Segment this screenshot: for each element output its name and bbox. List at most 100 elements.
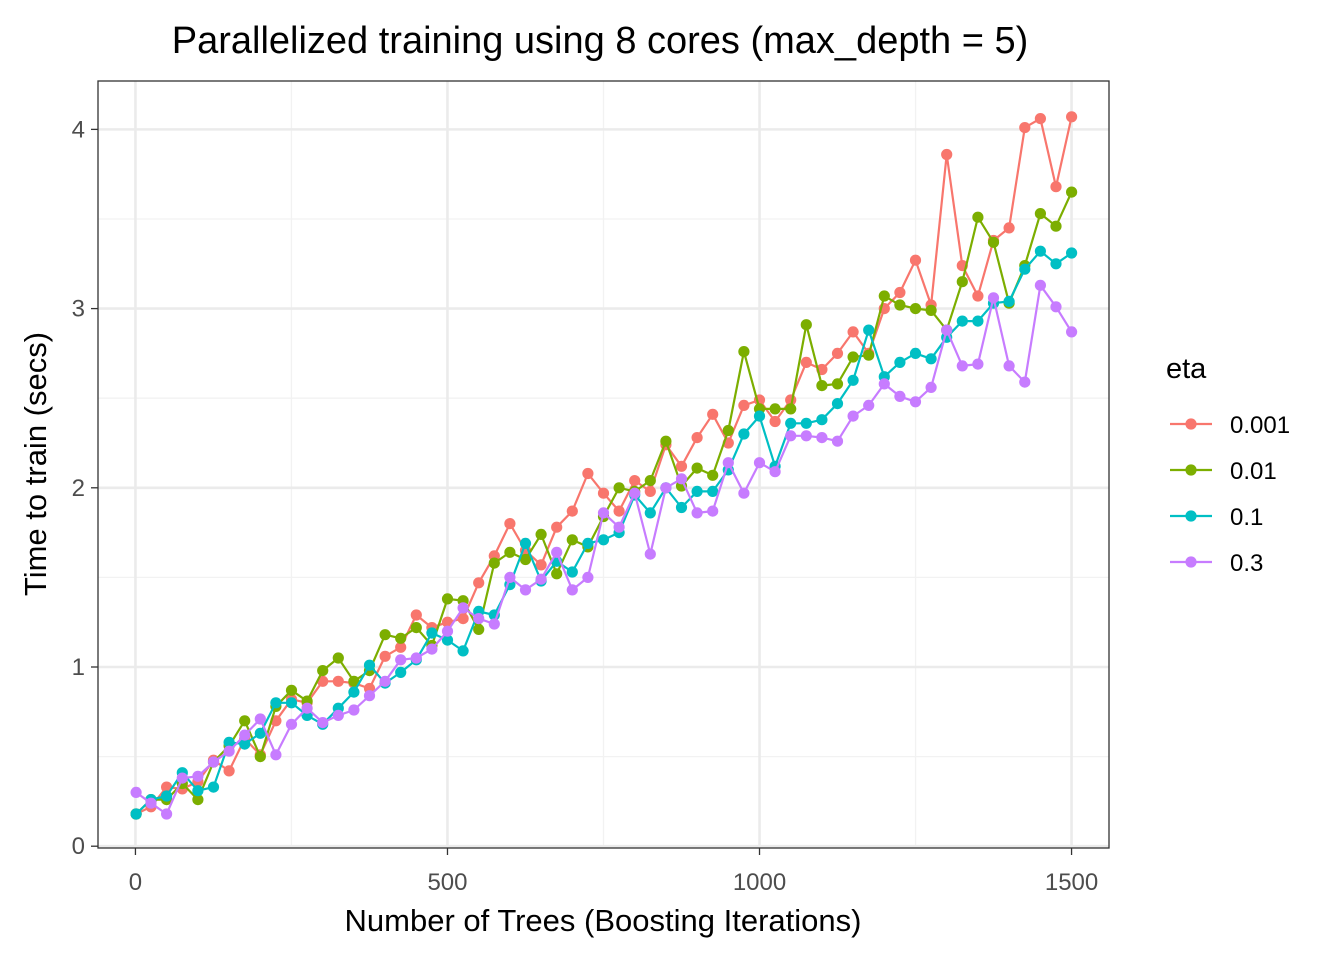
data-point (1003, 360, 1015, 372)
data-point (504, 571, 516, 584)
data-point (847, 410, 859, 422)
data-point (285, 697, 298, 709)
data-point (878, 290, 890, 302)
data-point (816, 414, 828, 426)
x-tick-label: 1000 (733, 869, 786, 896)
data-point (785, 430, 797, 442)
data-point (582, 537, 594, 550)
data-point (644, 507, 656, 519)
data-point (301, 702, 313, 714)
data-point (785, 417, 797, 429)
x-tick-label: 0 (129, 869, 142, 896)
data-point (660, 435, 672, 447)
plot-panel-border (97, 80, 1110, 849)
data-point (473, 623, 485, 636)
data-point (1050, 258, 1062, 270)
data-point (130, 808, 142, 820)
data-point (972, 290, 984, 302)
data-point (925, 381, 937, 393)
data-point (348, 704, 360, 716)
data-point (1050, 181, 1062, 193)
axes: 0 500 1000 1500 0 1 2 3 4 (72, 116, 1099, 896)
data-point (909, 254, 922, 266)
data-point (192, 794, 204, 806)
data-point (192, 785, 204, 797)
data-point (551, 546, 563, 558)
data-point (597, 487, 610, 499)
data-point (675, 501, 688, 514)
data-point (660, 482, 672, 494)
data-point (738, 428, 750, 440)
data-point (207, 781, 220, 793)
data-point (753, 457, 766, 469)
data-point (909, 347, 922, 359)
data-point (925, 353, 937, 365)
data-point (130, 786, 142, 799)
data-point (863, 399, 875, 411)
data-point (192, 770, 204, 782)
data-point (270, 697, 282, 709)
y-tick-label: 3 (72, 296, 85, 323)
data-point (504, 518, 516, 530)
data-point (363, 690, 376, 702)
data-point (395, 641, 407, 653)
y-tick-label: 4 (72, 116, 85, 143)
legend: eta 0.001 0.01 0.1 0.3 (1166, 353, 1290, 577)
data-point (176, 772, 188, 784)
data-point (769, 415, 781, 428)
data-point (816, 432, 828, 444)
data-point (691, 432, 703, 444)
data-point (488, 618, 500, 630)
data-point (285, 684, 298, 696)
data-point (956, 360, 968, 372)
data-point (738, 399, 750, 411)
data-point (317, 717, 329, 729)
data-point (956, 276, 968, 288)
data-point (410, 652, 422, 664)
data-point (691, 485, 703, 497)
data-point (972, 315, 984, 327)
data-point (629, 487, 641, 499)
legend-label: 0.3 (1230, 550, 1263, 577)
data-point (613, 521, 625, 533)
data-point (519, 537, 532, 550)
legend-key-point (1185, 464, 1197, 476)
legend-key-point (1185, 418, 1197, 430)
y-tick-label: 2 (72, 475, 85, 502)
data-point (410, 622, 422, 634)
data-point (1050, 220, 1062, 232)
data-point (691, 507, 703, 519)
data-point (987, 236, 1000, 248)
data-point (847, 351, 859, 363)
data-point (535, 559, 547, 571)
data-point (254, 751, 266, 763)
data-point (441, 625, 454, 637)
data-point (894, 390, 906, 402)
data-point (551, 568, 563, 580)
data-point (161, 808, 173, 820)
data-point (457, 613, 469, 625)
data-point (894, 299, 906, 311)
data-point (1066, 186, 1078, 198)
data-point (270, 749, 282, 761)
legend-label: 0.01 (1230, 458, 1277, 485)
data-point (519, 584, 532, 596)
data-point (909, 303, 922, 315)
data-point (379, 675, 391, 687)
data-point (223, 765, 235, 777)
y-tick-label: 0 (72, 833, 85, 860)
data-point (816, 380, 828, 392)
data-point (441, 634, 454, 646)
data-point (925, 304, 937, 316)
data-point (488, 557, 500, 569)
legend-label: 0.001 (1230, 412, 1290, 439)
data-point (722, 457, 734, 469)
data-point (441, 593, 454, 605)
chart-title: Parallelized training using 8 cores (max… (172, 20, 1029, 62)
data-point (254, 713, 266, 725)
data-point (441, 616, 454, 628)
data-point (769, 403, 781, 415)
data-point (223, 745, 235, 757)
legend-label: 0.1 (1230, 504, 1263, 531)
